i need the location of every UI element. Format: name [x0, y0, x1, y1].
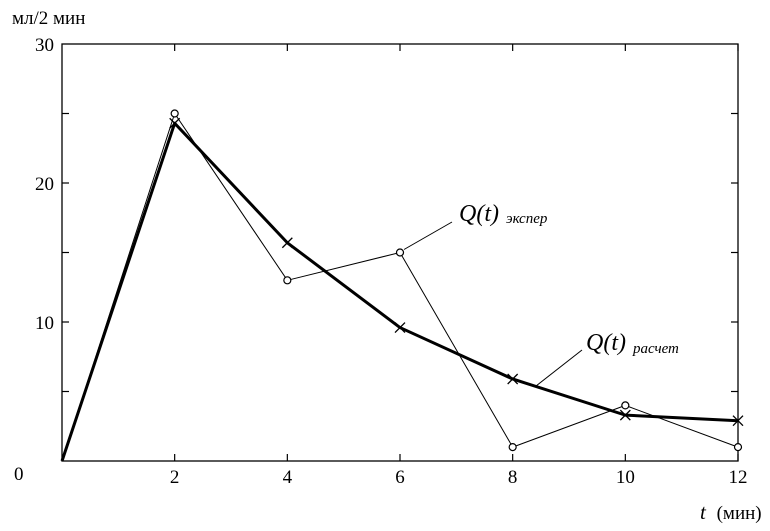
annotation-experiment-main: Q(t)	[459, 201, 499, 227]
point-marker-circle	[283, 276, 292, 285]
point-marker-cross	[732, 415, 744, 427]
x-tick-label: 4	[283, 467, 293, 488]
y-tick-label: 20	[35, 174, 54, 195]
point-marker-circle	[733, 443, 743, 452]
markers	[169, 109, 744, 452]
annotation-calc: Q(t) расчет	[586, 330, 679, 357]
point-marker-cross	[507, 373, 519, 385]
annotation-calc-sub: расчет	[632, 341, 679, 357]
series-line-1	[61, 113, 739, 462]
y-axis-label: мл/2 мин	[12, 8, 85, 29]
annotation-calc-leader	[535, 349, 583, 387]
point-marker-cross	[619, 409, 631, 421]
ticks: 2 4 6 8 10 12 10 20 30	[35, 35, 748, 488]
x-tick-label: 8	[508, 467, 518, 488]
point-marker-circle	[170, 109, 179, 118]
annotation-calc-label: Q(t) расчет	[586, 330, 679, 357]
point-marker-cross	[394, 322, 406, 334]
x-axis-variable: t	[700, 500, 707, 524]
x-axis-label: t (мин)	[700, 500, 762, 524]
cross-stroke	[169, 117, 181, 129]
series-lines	[60, 113, 739, 462]
x-tick-label: 6	[395, 467, 405, 488]
point-marker-circle	[508, 443, 517, 452]
origin-label: 0	[14, 464, 24, 485]
annotation-experiment: Q(t) экспер	[459, 201, 548, 227]
annotation-experiment-leader	[403, 221, 453, 250]
point-marker-cross	[281, 237, 293, 249]
annotation-experiment-label: Q(t) экспер	[459, 201, 548, 227]
point-marker-circle	[395, 248, 405, 257]
point-marker-cross	[169, 117, 181, 129]
cross-stroke	[619, 409, 631, 421]
cross-stroke	[732, 415, 744, 427]
x-axis-unit: (мин)	[717, 503, 762, 524]
annotation-experiment-sub: экспер	[506, 211, 548, 227]
cross-stroke	[507, 373, 519, 385]
x-tick-label: 2	[170, 467, 180, 488]
y-tick-label: 30	[35, 35, 54, 56]
annotations	[403, 221, 583, 387]
x-tick-label: 10	[616, 467, 635, 488]
y-tick-label: 10	[35, 313, 54, 334]
series-line-2	[60, 121, 739, 462]
x-tick-label: 12	[729, 467, 748, 488]
cross-stroke	[281, 237, 293, 249]
point-marker-circle	[621, 401, 630, 410]
cross-stroke	[394, 322, 406, 334]
annotation-calc-main: Q(t)	[586, 330, 626, 356]
